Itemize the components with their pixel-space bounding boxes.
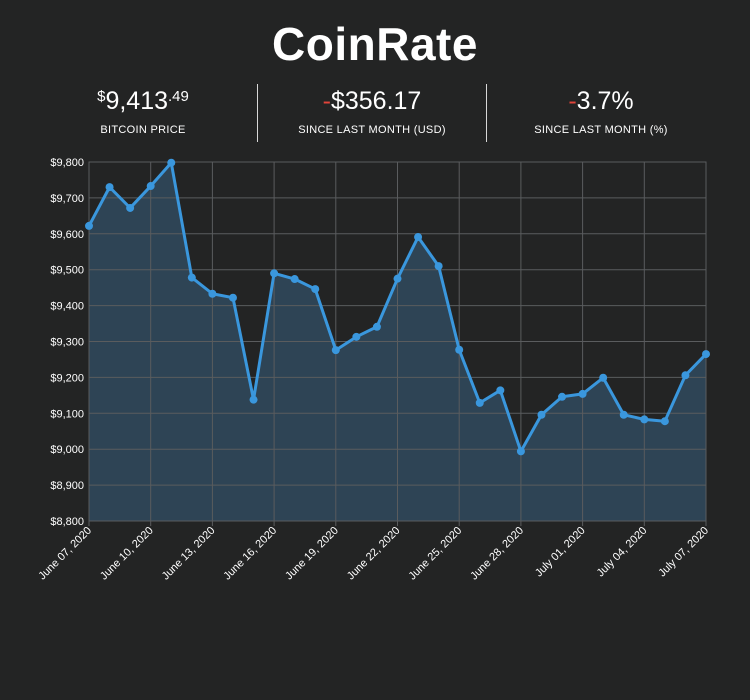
x-tick-label: July 01, 2020 [533,525,588,580]
change-usd-stat: -$356.17 SINCE LAST MONTH (USD) [257,84,486,142]
data-point [331,346,340,355]
data-point [249,395,258,404]
price-cents: .49 [168,88,189,105]
data-point [228,293,237,302]
data-point [167,158,176,167]
change-usd-label: SINCE LAST MONTH (USD) [298,124,446,136]
x-tick-label: June 16, 2020 [221,525,279,583]
price-whole: 9,413 [105,87,169,115]
bitcoin-price-value: $9,413.49 [29,85,257,117]
data-point [352,332,361,341]
data-point [475,398,484,407]
bitcoin-price-stat: $9,413.49 BITCOIN PRICE [29,84,257,142]
change-pct-sign: - [568,87,577,115]
change-pct-stat: -3.7% SINCE LAST MONTH (%) [486,84,715,142]
data-point [208,289,217,298]
data-point [537,410,546,419]
data-point [146,182,155,191]
y-tick-label: $9,100 [50,408,84,420]
x-tick-label: July 07, 2020 [656,525,711,580]
y-tick-label: $9,700 [50,193,84,205]
y-tick-label: $9,400 [50,301,84,313]
y-tick-label: $9,600 [50,229,84,241]
data-point [660,417,669,426]
data-point [578,389,587,398]
change-usd-value: -$356.17 [258,85,486,117]
change-pct-label: SINCE LAST MONTH (%) [534,124,668,136]
data-point [681,371,690,380]
x-tick-label: June 28, 2020 [468,525,526,583]
data-point [496,386,505,395]
data-point [516,447,525,456]
data-point [599,373,608,382]
y-tick-label: $9,200 [50,372,84,384]
change-usd-sign: - [322,87,331,115]
y-tick-label: $8,900 [50,480,84,492]
data-point [290,275,299,284]
app-title: CoinRate [272,18,478,70]
plot-border [88,161,707,522]
data-point [126,203,135,212]
data-point [702,350,710,359]
x-tick-label: June 10, 2020 [98,525,156,583]
x-tick-label: June 13, 2020 [160,525,218,583]
y-tick-label: $9,000 [50,444,84,456]
data-point [372,322,381,331]
price-chart-svg: $8,800 $8,900 $9,000 $9,100 $9,200 $9,300 $9,4… [36,157,711,583]
data-point [558,392,567,401]
data-point [619,410,628,419]
y-tick-label: $8,800 [50,516,84,528]
x-tick-label: June 25, 2020 [407,525,465,583]
data-point [187,273,196,282]
x-tick-label: June 22, 2020 [345,525,403,583]
change-pct-amount: 3.7% [576,87,634,115]
data-point [311,285,320,294]
data-point [434,262,443,271]
data-point [455,345,464,354]
data-point [640,415,649,424]
bitcoin-price-label: BITCOIN PRICE [100,124,186,136]
price-chart: $8,800 $8,900 $9,000 $9,100 $9,200 $9,300 $9,4… [0,150,750,610]
price-currency-symbol: $ [97,88,106,105]
data-point [414,233,423,242]
data-point [85,221,93,230]
change-pct-value: -3.7% [487,85,715,117]
y-tick-label: $9,500 [50,265,84,277]
y-tick-label: $9,800 [50,157,84,169]
stats-bar: $9,413.49 BITCOIN PRICE -$356.17 SINCE L… [29,84,715,142]
data-point [270,269,279,278]
x-tick-label: July 04, 2020 [595,525,650,580]
change-usd-amount: $356.17 [330,87,422,115]
x-tick-label: June 07, 2020 [36,525,94,583]
y-tick-label: $9,300 [50,337,84,349]
data-point [105,183,114,192]
data-point [393,274,402,283]
x-tick-label: June 19, 2020 [283,525,341,583]
